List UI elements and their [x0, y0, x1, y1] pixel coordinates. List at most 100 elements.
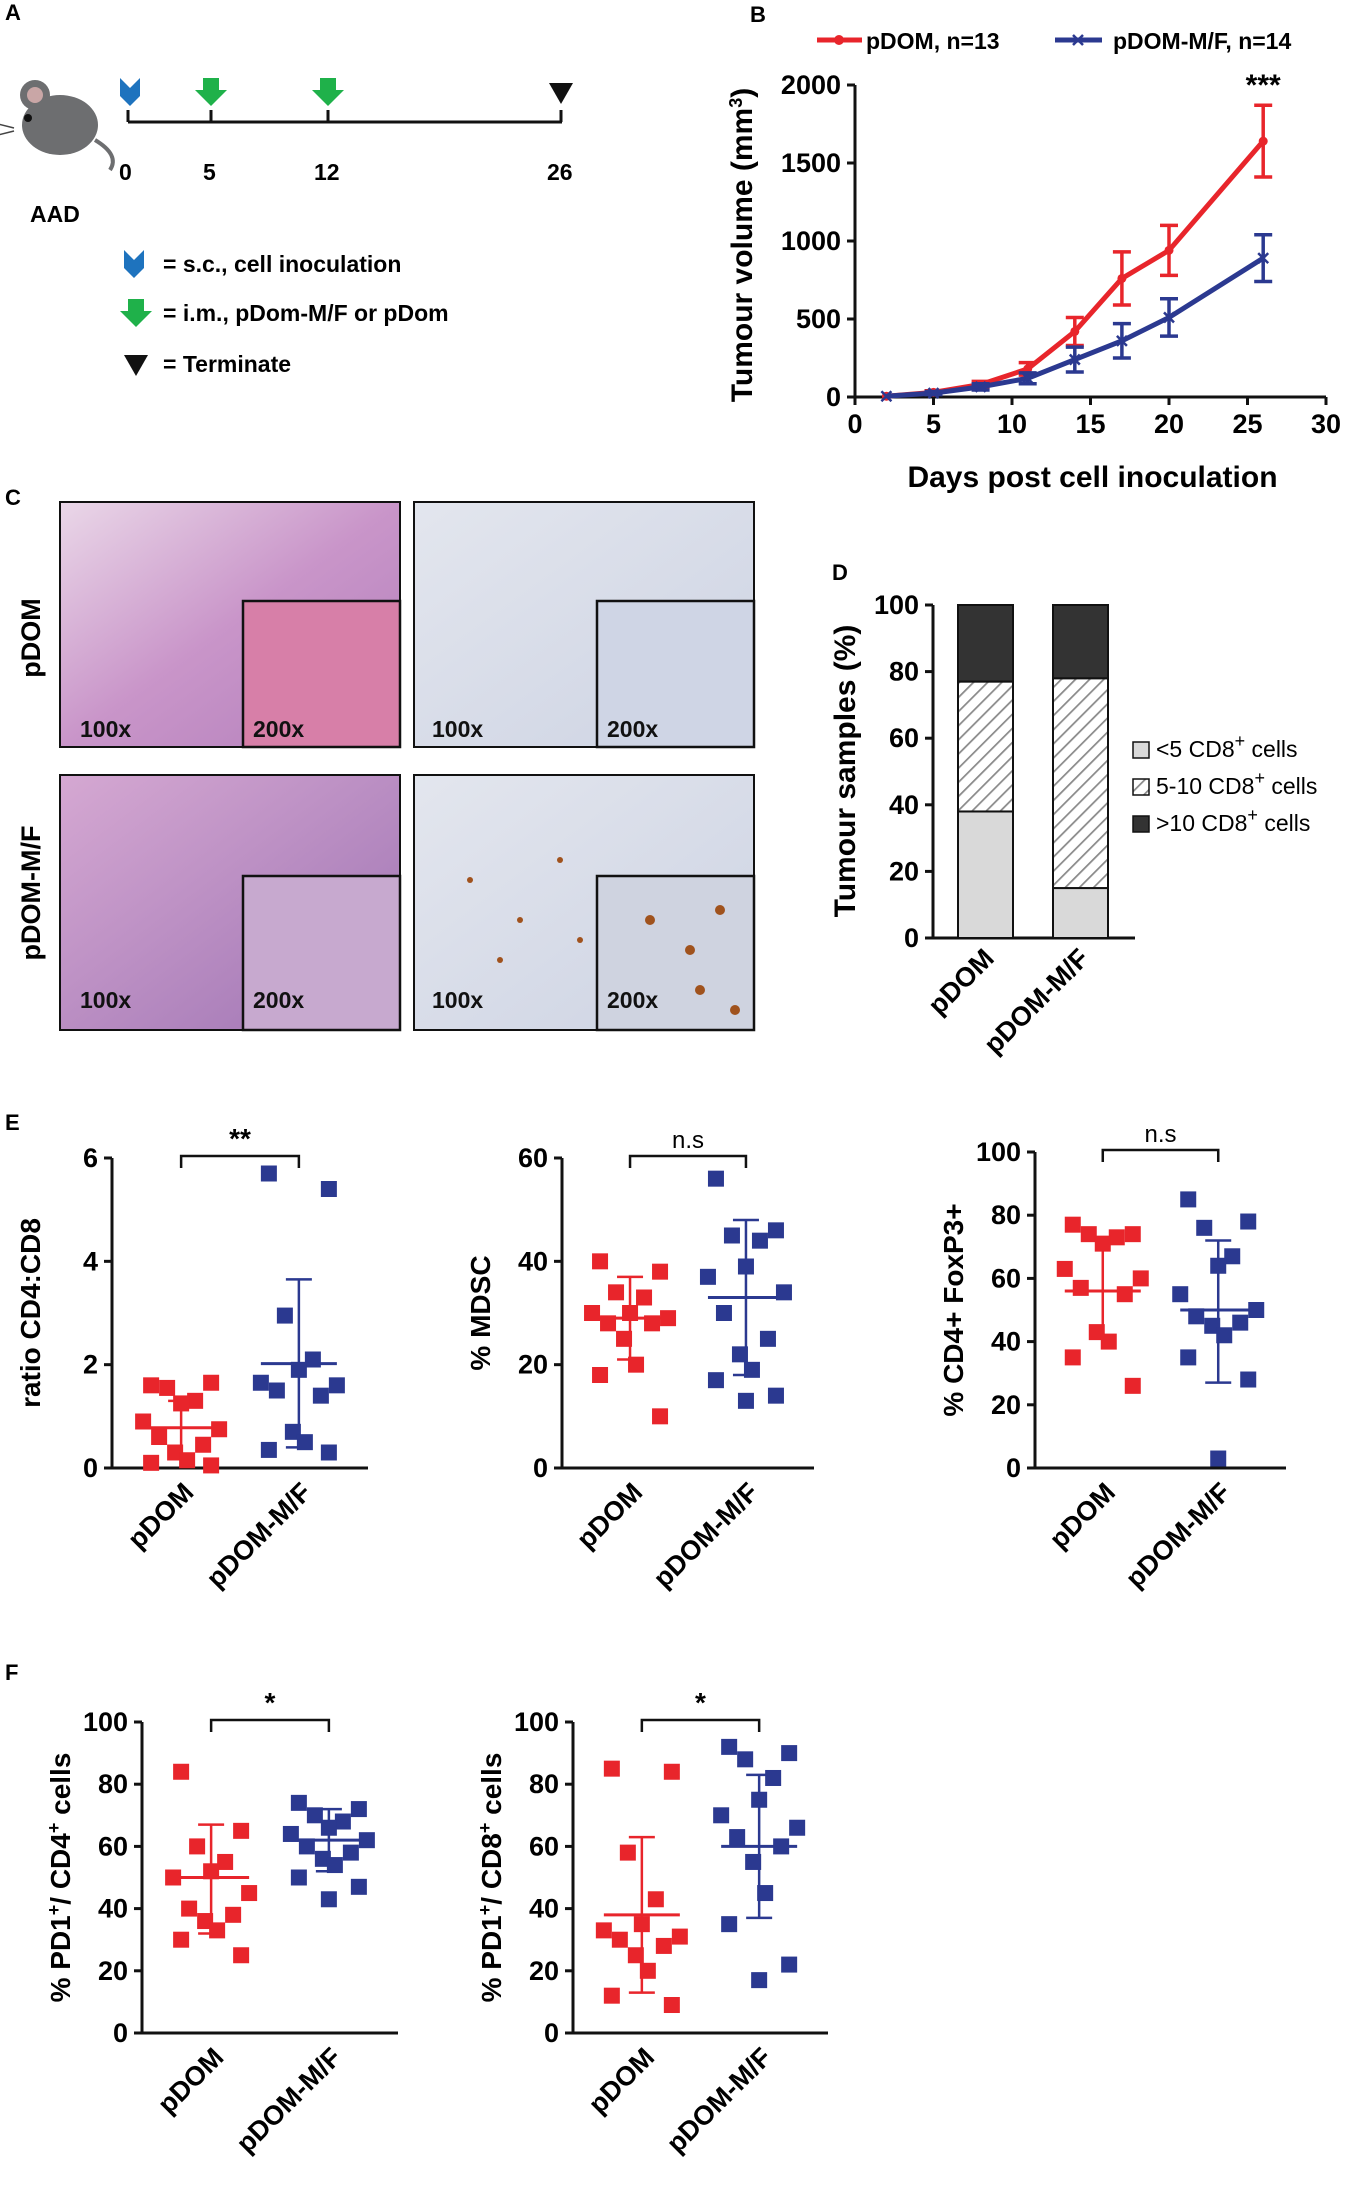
data-point [611, 1931, 628, 1948]
data-point [699, 1268, 716, 1285]
data-point [203, 1374, 220, 1391]
bar-segment [957, 604, 1014, 683]
timeline-tick-0: 0 [119, 159, 132, 185]
x-tick-label: pDOM-M/F [230, 2042, 347, 2159]
y-tick-label: 0 [113, 2018, 128, 2048]
data-point [181, 1900, 198, 1917]
data-point [1080, 1226, 1097, 1243]
data-point [334, 1813, 351, 1830]
data-point [1248, 1302, 1265, 1318]
data-point [209, 1922, 226, 1939]
x-tick-label: pDOM-M/F [200, 1477, 317, 1594]
data-point [1124, 1377, 1141, 1394]
data-point [1132, 1270, 1149, 1287]
data-point [751, 1791, 768, 1808]
data-point [306, 1807, 323, 1824]
y-tick-label: 40 [518, 1246, 548, 1276]
data-point [320, 1819, 337, 1836]
legend-swatch [1132, 778, 1150, 796]
data-point [633, 1916, 650, 1933]
data-point [282, 1825, 299, 1842]
data-point [773, 1838, 790, 1855]
legend-swatch [1132, 815, 1150, 833]
group-pdom-mf [713, 1738, 806, 1989]
y-tick-label: 60 [98, 1831, 128, 1861]
panel-label-f: F [5, 1660, 18, 1685]
data-point [1064, 1216, 1081, 1233]
significance-marker: *** [1246, 69, 1281, 102]
data-point [211, 1421, 228, 1438]
x-tick-label: 15 [1075, 409, 1105, 439]
data-point [1210, 1257, 1227, 1274]
data-point [743, 1361, 760, 1378]
data-point [592, 1367, 609, 1383]
data-point [358, 1832, 375, 1849]
legend-triangle-icon [124, 355, 148, 376]
y-tick-label: 0 [904, 923, 919, 953]
legend-entry: <5 CD8+ cells [1156, 731, 1298, 762]
inset-zoom [241, 874, 402, 1032]
y-tick-label: 60 [518, 1143, 548, 1173]
data-point [723, 1227, 740, 1244]
data-point [203, 1457, 220, 1474]
data-point [1117, 273, 1127, 283]
data-point [745, 1853, 762, 1870]
data-point [350, 1801, 367, 1818]
significance-marker: * [695, 1687, 706, 1718]
data-point [767, 1222, 784, 1239]
x-tick-label: pDOM [152, 2042, 229, 2119]
data-point [304, 1351, 321, 1368]
data-point [671, 1928, 688, 1945]
x-tick-label: 0 [847, 409, 862, 439]
data-point [1163, 311, 1175, 324]
legend-chevron-icon [124, 250, 144, 278]
series-pdom-mf [880, 233, 1273, 403]
data-point [622, 1305, 639, 1321]
data-point [767, 1387, 784, 1404]
y-tick-label: 0 [1006, 1453, 1021, 1483]
data-point [592, 1253, 609, 1270]
data-point [1258, 136, 1268, 146]
magnification-label: 100x [80, 716, 131, 742]
data-point [1216, 1327, 1233, 1344]
group-pdom [165, 1763, 258, 1964]
y-tick-label: 4 [83, 1246, 98, 1276]
magnification-label: 200x [253, 987, 304, 1013]
panel-a-schematic: AAD 0 5 12 26 = s.c., cell inoculation =… [0, 78, 573, 377]
data-point [765, 1769, 782, 1786]
data-point [751, 1972, 768, 1989]
significance-bracket [1101, 1148, 1220, 1162]
data-point [608, 1284, 625, 1301]
data-point [729, 1829, 746, 1846]
y-tick-label: 100 [874, 590, 919, 620]
data-point [707, 1170, 724, 1187]
magnification-label: 200x [607, 716, 658, 742]
row-label-pdom-mf: pDOM-M/F [16, 826, 46, 961]
data-point [781, 1956, 798, 1973]
mouse-icon [0, 80, 115, 172]
data-point [731, 1346, 748, 1363]
data-point [143, 1454, 160, 1471]
treatment-arrow-icon [312, 78, 344, 106]
y-tick-label: 100 [83, 1707, 128, 1737]
group-pdom [595, 1760, 688, 2014]
data-point [707, 1372, 724, 1389]
x-tick-label: pDOM-M/F [661, 2042, 778, 2159]
treatment-arrow-icon [195, 78, 227, 106]
data-point [644, 1315, 661, 1332]
data-point [1164, 245, 1174, 255]
y-tick-label: 1000 [781, 226, 841, 256]
significance-bracket [628, 1154, 748, 1168]
data-point [663, 1763, 680, 1780]
data-point [652, 1263, 669, 1280]
data-point [737, 1258, 754, 1275]
magnification-label: 100x [432, 987, 483, 1013]
data-point [1094, 1235, 1111, 1252]
panel-label-a: A [5, 0, 21, 25]
data-point [713, 1807, 730, 1824]
data-point [290, 1361, 307, 1378]
data-point [298, 1838, 315, 1855]
data-point [1108, 1229, 1125, 1246]
y-tick-label: 500 [796, 304, 841, 334]
